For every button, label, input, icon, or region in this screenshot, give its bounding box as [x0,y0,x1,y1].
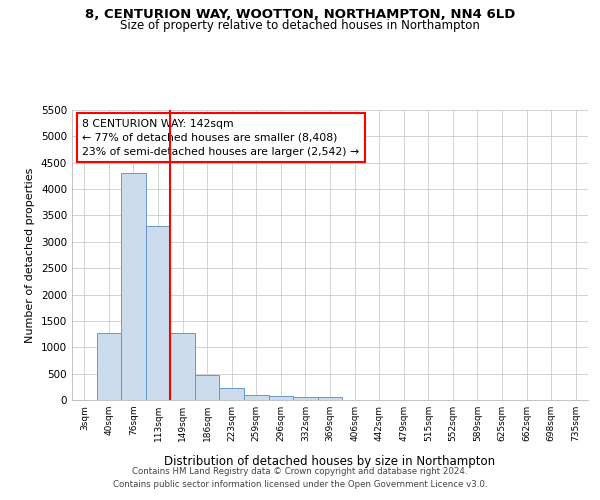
Bar [318,397,342,400]
Y-axis label: Number of detached properties: Number of detached properties [25,168,35,342]
Text: 8, CENTURION WAY, WOOTTON, NORTHAMPTON, NN4 6LD: 8, CENTURION WAY, WOOTTON, NORTHAMPTON, … [85,8,515,20]
Bar [170,332,195,400]
Bar [97,333,121,400]
Bar [195,374,220,400]
Bar [269,396,293,400]
Bar [220,388,244,400]
Text: Contains public sector information licensed under the Open Government Licence v3: Contains public sector information licen… [113,480,487,489]
Text: Contains HM Land Registry data © Crown copyright and database right 2024.: Contains HM Land Registry data © Crown c… [132,467,468,476]
Bar [121,174,146,400]
X-axis label: Distribution of detached houses by size in Northampton: Distribution of detached houses by size … [164,455,496,468]
Text: 8 CENTURION WAY: 142sqm
← 77% of detached houses are smaller (8,408)
23% of semi: 8 CENTURION WAY: 142sqm ← 77% of detache… [82,118,359,156]
Text: Size of property relative to detached houses in Northampton: Size of property relative to detached ho… [120,19,480,32]
Bar [146,226,170,400]
Bar [244,394,269,400]
Bar [293,397,318,400]
